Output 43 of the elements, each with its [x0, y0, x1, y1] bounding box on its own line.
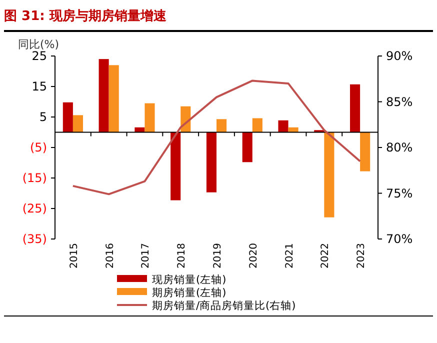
bar [72, 115, 83, 132]
y-tick-label: (5) [30, 140, 47, 154]
y-tick-label: 25 [32, 49, 47, 63]
chart-title: 图 31: 现房与期房销量增速 [4, 8, 168, 24]
x-tick-label: 2017 [140, 243, 152, 268]
y2-tick-label: 90% [386, 49, 413, 63]
x-tick-label: 2016 [104, 243, 116, 268]
bar [216, 119, 227, 132]
y-tick-label: 15 [32, 80, 47, 94]
y2-tick-label: 75% [386, 186, 413, 200]
y-tick-label: 5 [39, 110, 47, 124]
legend-label: 期房销量/商品房销量比(右轴) [152, 299, 296, 312]
y-tick-label: (35) [22, 232, 47, 246]
bar [134, 127, 145, 132]
x-tick-label: 2022 [320, 243, 332, 268]
bar [144, 103, 155, 132]
bar [252, 118, 262, 132]
bar [324, 132, 334, 218]
bar [98, 59, 109, 132]
x-tick-label: 2023 [356, 243, 368, 268]
x-tick-label: 2015 [68, 243, 80, 268]
bar [288, 127, 298, 132]
y2-tick-label: 80% [386, 140, 413, 154]
x-tick-label: 2019 [212, 243, 224, 268]
line-series [72, 80, 362, 196]
y2-tick-label: 85% [386, 94, 413, 109]
bar [108, 65, 119, 132]
bar [62, 102, 73, 132]
x-tick-label: 2021 [284, 243, 296, 268]
bar [242, 132, 252, 162]
bar [206, 132, 216, 192]
y-tick-label: (25) [22, 202, 47, 216]
legend-label: 期房销量(左轴) [152, 286, 226, 299]
y-tick-label: (15) [22, 171, 47, 185]
x-tick-label: 2018 [176, 243, 188, 268]
x-tick-label: 2020 [248, 243, 260, 268]
bar [278, 120, 288, 132]
bar [360, 132, 370, 172]
legend-label: 现房销量(左轴) [152, 273, 226, 286]
bar [350, 84, 360, 132]
bar [170, 132, 181, 200]
y2-tick-label: 70% [386, 232, 413, 246]
y-axis-title: 同比(%) [18, 38, 60, 51]
